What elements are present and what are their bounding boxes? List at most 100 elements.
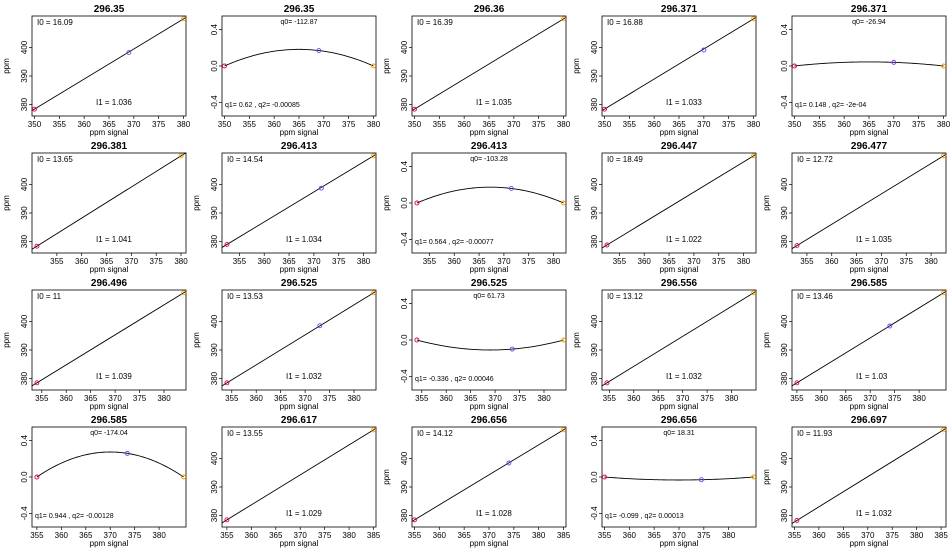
panel-svg: 296.35 350 355 360 365 370 375 380 -0.4 0.0 0.4 ppm… — [210, 4, 381, 137]
x-tick-label: 375 — [697, 531, 711, 540]
panel-title: 296.617 — [281, 415, 318, 426]
y-tick-label: 400 — [210, 314, 219, 328]
data-point — [941, 63, 946, 69]
panel-svg: 296.496 355 360 365 370 375 380 380 390 400 ppm si… — [2, 278, 187, 411]
data-point — [34, 474, 40, 480]
x-tick-label: 365 — [79, 531, 93, 540]
x-tick-label: 375 — [712, 257, 726, 266]
x-axis-label: ppm signal — [90, 265, 129, 274]
x-tick-label: 370 — [861, 531, 875, 540]
intercept-label: I0 = 16.88 — [607, 18, 643, 27]
data-point — [887, 323, 893, 329]
y-tick-label: 380 — [400, 508, 409, 522]
data-point — [941, 290, 947, 296]
x-tick-label: 355 — [433, 120, 447, 129]
x-tick-label: 360 — [245, 531, 259, 540]
fit-curve — [794, 61, 944, 67]
data-point — [181, 290, 187, 296]
fit-curve — [416, 186, 564, 204]
fit-line — [221, 290, 377, 387]
intercept-label: I0 = 11.93 — [797, 429, 833, 438]
data-point — [224, 517, 230, 523]
panel-4: 296.371 350 355 360 365 370 375 380 380 390 400 ppm… — [570, 0, 761, 137]
y-tick-label: 400 — [590, 40, 599, 54]
fit-line — [31, 152, 187, 250]
y-axis-label: ppm — [192, 195, 201, 211]
x-tick-label: 360 — [448, 257, 462, 266]
intercept-label: I0 = 11 — [37, 292, 62, 301]
x-tick-label: 360 — [812, 531, 826, 540]
x-tick-label: 365 — [837, 531, 851, 540]
panel-svg: 296.35 350 355 360 365 370 375 380 380 390 400 ppm … — [2, 4, 191, 137]
x-tick-label: 370 — [298, 394, 312, 403]
x-tick-label: 360 — [258, 257, 272, 266]
x-tick-label: 360 — [77, 120, 91, 129]
y-tick-label: 390 — [400, 69, 409, 83]
x-tick-label: 380 — [912, 394, 926, 403]
y-tick-label: -0.4 — [400, 232, 409, 246]
x-tick-label: 370 — [697, 120, 711, 129]
y-tick-label: 400 — [590, 177, 599, 191]
x-tick-label: 375 — [342, 120, 356, 129]
x-tick-label: 380 — [347, 394, 361, 403]
x-axis-label: ppm signal — [90, 539, 129, 548]
y-tick-label: 400 — [780, 177, 789, 191]
data-point — [126, 50, 132, 56]
x-tick-label: 360 — [440, 394, 454, 403]
x-tick-label: 355 — [225, 394, 239, 403]
x-tick-label: 360 — [55, 531, 69, 540]
y-tick-label: 400 — [780, 451, 789, 465]
y-tick-label: 380 — [590, 371, 599, 385]
y-tick-label: 400 — [210, 451, 219, 465]
panel-5: 296.371 350 355 360 365 370 375 380 -0.4 0.0 0.4 pp… — [760, 0, 950, 137]
data-point — [561, 427, 566, 433]
panel-title: 296.556 — [661, 278, 698, 289]
x-axis-label: ppm signal — [660, 402, 699, 411]
panel-title: 296.371 — [661, 4, 698, 15]
x-tick-label: 355 — [243, 120, 257, 129]
y-tick-label: 0.4 — [780, 24, 789, 36]
y-tick-label: 380 — [400, 97, 409, 111]
data-point — [414, 337, 420, 343]
x-tick-label: 360 — [627, 394, 641, 403]
data-point — [891, 59, 897, 65]
data-point — [371, 427, 377, 433]
x-tick-label: 365 — [269, 531, 283, 540]
data-point — [701, 47, 707, 53]
panel-title: 296.656 — [471, 415, 508, 426]
x-tick-label: 380 — [157, 394, 171, 403]
y-tick-label: 400 — [20, 40, 29, 54]
x-tick-label: 375 — [323, 394, 337, 403]
x-tick-label: 375 — [513, 394, 527, 403]
plot-frame — [31, 426, 187, 528]
q-coef-label: q1= 0.564 , q2= -0.00077 — [415, 239, 494, 246]
y-axis-label: ppm — [2, 332, 11, 348]
x-tick-label: 370 — [887, 120, 901, 129]
y-tick-label: 0.4 — [590, 435, 599, 447]
fit-line — [31, 16, 187, 112]
y-tick-label: 390 — [210, 480, 219, 494]
data-point — [224, 380, 230, 386]
x-tick-label: 380 — [357, 257, 371, 266]
q-coef-label: q1= -0.336 , q2= 0.00046 — [415, 376, 494, 383]
plot-frame — [601, 426, 757, 528]
slope-label: I1 = 1.033 — [666, 98, 702, 107]
y-tick-label: 390 — [210, 343, 219, 357]
x-tick-label: 355 — [788, 531, 802, 540]
fit-line — [411, 427, 567, 522]
y-tick-label: 390 — [780, 480, 789, 494]
panel-8: 296.413 355 360 365 370 375 380 -0.4 0.0 0.4 ppm s… — [380, 137, 570, 274]
plot-frame — [411, 152, 567, 254]
x-tick-label: 370 — [307, 257, 321, 266]
fit-line — [31, 290, 187, 387]
x-tick-label: 355 — [53, 120, 67, 129]
q0-label: q0= -26.94 — [852, 19, 886, 26]
data-point — [508, 186, 514, 191]
y-tick-label: 390 — [780, 343, 789, 357]
panel-title: 296.447 — [661, 141, 698, 152]
panel-svg: 296.525 355 360 365 370 375 380 380 390 400 ppm si… — [192, 278, 377, 411]
panel-title: 296.381 — [91, 141, 128, 152]
panel-title: 296.525 — [471, 278, 508, 289]
y-tick-label: 0.0 — [210, 60, 219, 72]
intercept-label: I0 = 13.46 — [797, 292, 833, 301]
